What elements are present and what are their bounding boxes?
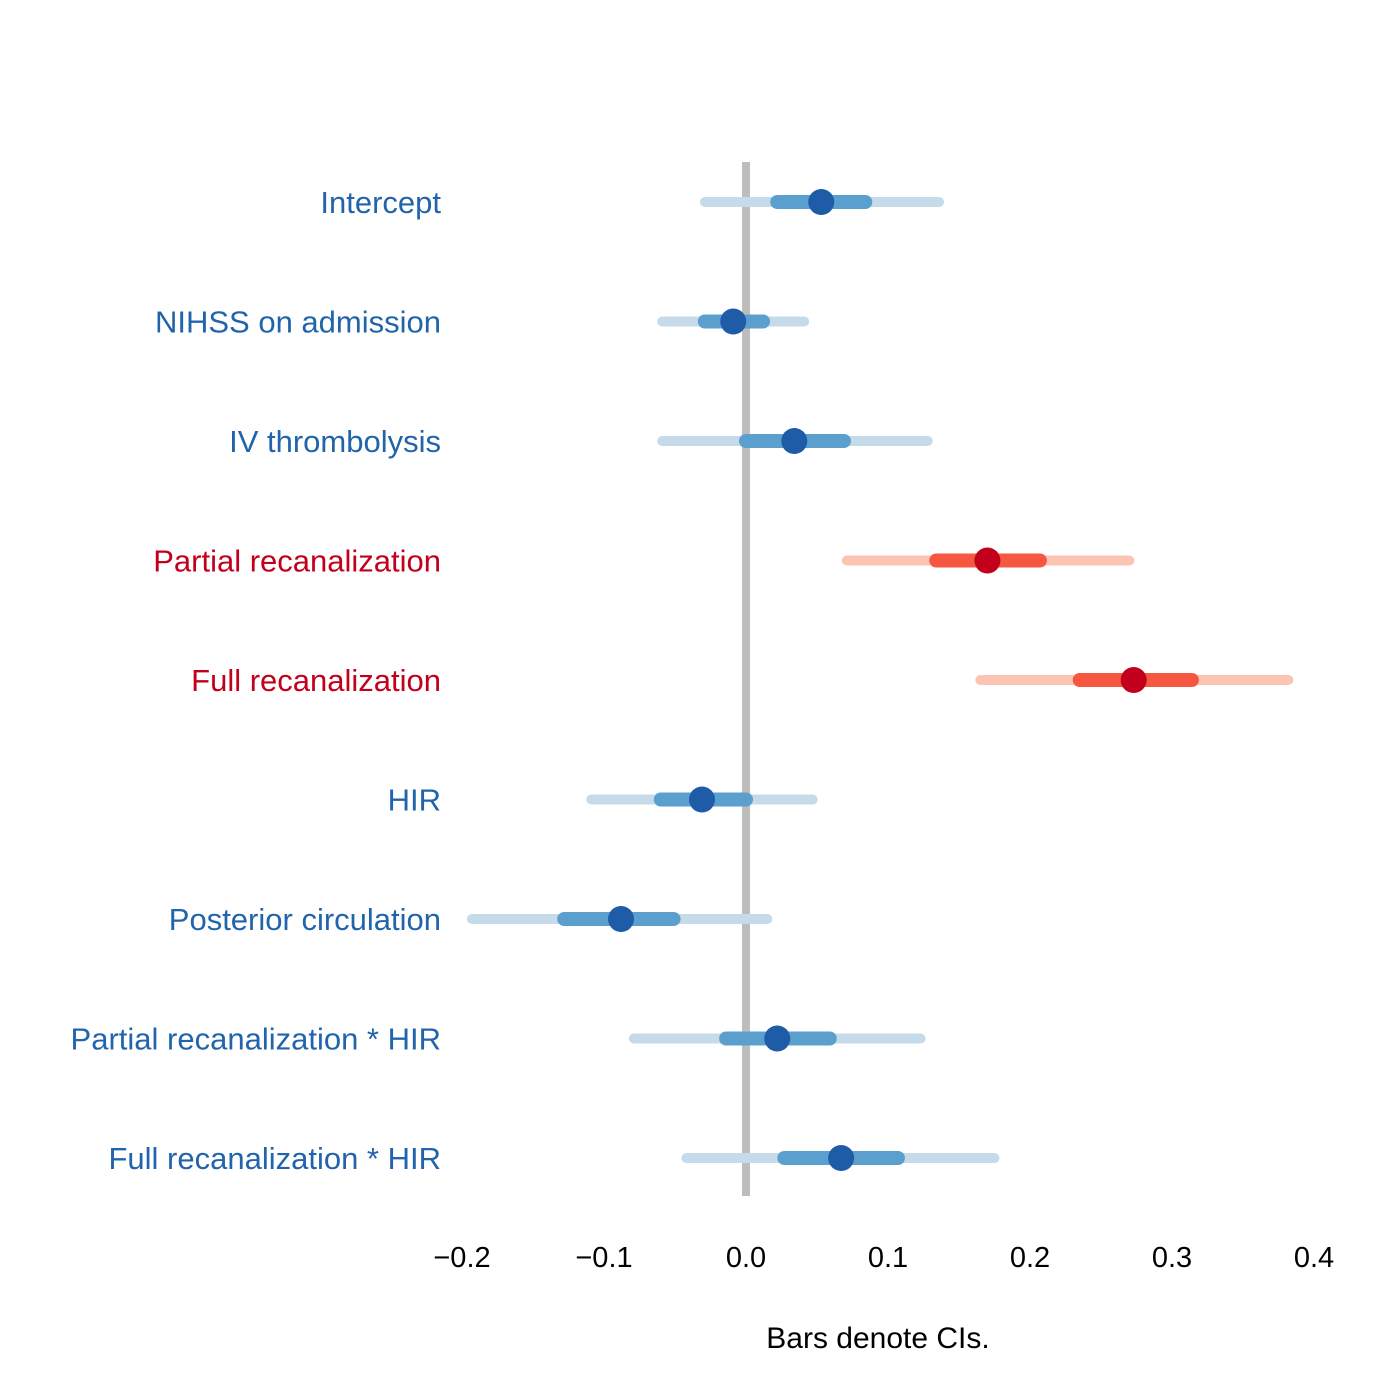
- coefficient-row: HIR: [388, 783, 818, 818]
- estimate-point: [781, 428, 808, 454]
- estimate-point: [764, 1025, 791, 1052]
- coefficient-row: Full recanalization: [191, 663, 1294, 698]
- x-tick-label: −0.1: [575, 1242, 632, 1274]
- x-axis: −0.2 −0.1 0.0 0.1 0.2 0.3 0.4: [433, 1242, 1334, 1274]
- row-label: Intercept: [320, 185, 441, 220]
- estimate-point: [808, 189, 835, 215]
- x-tick-label: 0.4: [1294, 1242, 1334, 1274]
- estimate-point: [828, 1145, 855, 1171]
- row-label: NIHSS on admission: [155, 305, 441, 340]
- coefficient-row: Posterior circulation: [169, 902, 773, 937]
- rows-layer: Intercept NIHSS on admission IV thrombolys…: [71, 185, 1294, 1176]
- estimate-point: [688, 786, 715, 813]
- estimate-point: [974, 547, 1001, 574]
- coefficient-row: Partial recanalization * HIR: [71, 1022, 926, 1057]
- estimate-point: [720, 308, 747, 335]
- x-axis-title: Bars denote CIs.: [766, 1322, 989, 1355]
- coefficient-row: Intercept: [320, 185, 945, 220]
- x-tick-label: −0.2: [433, 1242, 490, 1274]
- coefficient-row: Full recanalization * HIR: [108, 1141, 1000, 1176]
- coefficient-row: NIHSS on admission: [155, 305, 810, 340]
- row-label: Full recanalization: [191, 663, 441, 698]
- row-label: Posterior circulation: [169, 902, 441, 937]
- row-label: IV thrombolysis: [229, 424, 441, 459]
- x-tick-label: 0.3: [1152, 1242, 1192, 1274]
- coefficient-row: IV thrombolysis: [229, 424, 933, 459]
- x-tick-label: 0.2: [1010, 1242, 1050, 1274]
- row-label: HIR: [388, 783, 441, 818]
- row-label: Partial recanalization: [153, 544, 441, 579]
- row-label: Full recanalization * HIR: [108, 1141, 441, 1176]
- estimate-point: [608, 906, 635, 932]
- x-tick-label: 0.1: [868, 1242, 908, 1274]
- x-tick-label: 0.0: [726, 1242, 766, 1274]
- row-label: Partial recanalization * HIR: [71, 1022, 441, 1057]
- estimate-point: [1120, 667, 1147, 693]
- coefficient-row: Partial recanalization: [153, 544, 1135, 579]
